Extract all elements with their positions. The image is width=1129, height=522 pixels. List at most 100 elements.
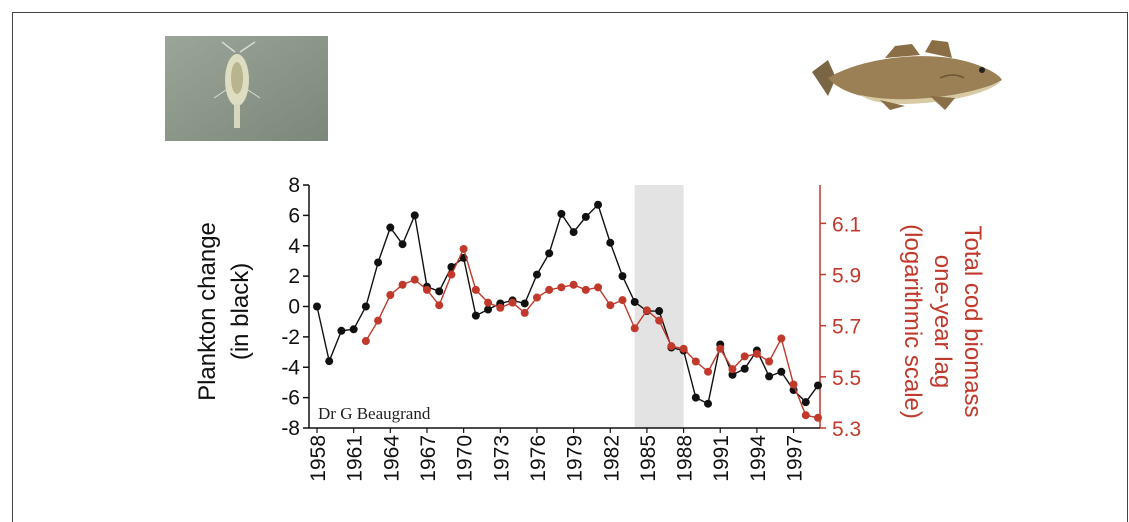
data-point-left — [533, 271, 541, 279]
left-axis-label: Plankton change — [194, 222, 221, 401]
x-tick-label: 1976 — [527, 435, 550, 482]
data-point-right — [753, 350, 761, 358]
right-tick-label: 6.1 — [832, 213, 861, 236]
data-point-left — [374, 258, 382, 266]
data-point-right — [814, 414, 822, 422]
data-point-right — [777, 334, 785, 342]
data-point-left — [411, 211, 419, 219]
data-point-right — [594, 283, 602, 291]
data-point-left — [399, 240, 407, 248]
data-point-right — [374, 317, 382, 325]
x-tick-label: 1964 — [380, 435, 403, 482]
left-tick-label: 0 — [288, 296, 300, 319]
data-point-left — [704, 400, 712, 408]
data-point-right — [790, 381, 798, 389]
data-point-left — [692, 394, 700, 402]
data-point-right — [570, 281, 578, 289]
x-tick-label: 1997 — [784, 435, 807, 482]
data-point-left — [337, 327, 345, 335]
data-point-right — [423, 286, 431, 294]
data-point-left — [362, 303, 370, 311]
data-point-right — [386, 291, 394, 299]
data-point-left — [545, 249, 553, 257]
right-tick-label: 5.5 — [832, 367, 861, 390]
left-tick-label: -4 — [281, 356, 300, 379]
data-point-left — [521, 299, 529, 307]
data-point-left — [814, 381, 822, 389]
data-point-right — [582, 286, 590, 294]
data-point-left — [325, 357, 333, 365]
x-tick-label: 1988 — [674, 435, 697, 482]
data-point-right — [704, 368, 712, 376]
x-tick-label: 1967 — [417, 435, 440, 482]
right-tick-label: 5.9 — [832, 265, 861, 288]
data-point-right — [411, 276, 419, 284]
data-point-left — [741, 365, 749, 373]
data-point-right — [362, 337, 370, 345]
data-point-right — [472, 286, 480, 294]
data-point-left — [386, 224, 394, 232]
left-axis-label: (in black) — [227, 263, 254, 360]
right-tick-label: 5.7 — [832, 316, 861, 339]
data-point-left — [618, 272, 626, 280]
x-tick-label: 1985 — [637, 435, 660, 482]
data-point-right — [606, 301, 614, 309]
left-tick-label: 8 — [288, 174, 300, 197]
data-point-right — [509, 299, 517, 307]
data-point-left — [606, 239, 614, 247]
data-point-left — [594, 201, 602, 209]
x-tick-label: 1958 — [307, 435, 330, 482]
left-tick-label: 6 — [288, 204, 300, 227]
data-point-right — [460, 245, 468, 253]
data-point-left — [570, 228, 578, 236]
x-tick-label: 1979 — [564, 435, 587, 482]
series-line-left — [317, 205, 818, 404]
series-line-right — [366, 249, 818, 418]
right-axis-label: Total cod biomass — [959, 225, 986, 417]
credit-label: Dr G Beaugrand — [318, 404, 431, 423]
data-point-right — [435, 301, 443, 309]
x-tick-label: 1970 — [454, 435, 477, 482]
data-point-right — [399, 281, 407, 289]
data-point-left — [802, 398, 810, 406]
data-point-left — [472, 312, 480, 320]
data-point-left — [765, 372, 773, 380]
x-tick-label: 1961 — [344, 435, 367, 482]
data-point-left — [435, 287, 443, 295]
left-tick-label: -2 — [281, 326, 300, 349]
left-tick-label: -6 — [281, 387, 300, 410]
data-point-right — [521, 309, 529, 317]
data-point-right — [680, 345, 688, 353]
left-tick-label: 4 — [288, 235, 300, 258]
left-tick-label: 2 — [288, 265, 300, 288]
x-tick-label: 1994 — [747, 435, 770, 482]
right-axis-label: one-year lag — [929, 255, 956, 388]
data-point-right — [618, 296, 626, 304]
x-tick-label: 1991 — [710, 435, 733, 482]
plankton-photo — [165, 36, 328, 141]
data-point-right — [765, 357, 773, 365]
data-point-right — [643, 306, 651, 314]
right-tick-label: 5.3 — [832, 418, 861, 441]
x-tick-label: 1982 — [600, 435, 623, 482]
data-point-right — [484, 299, 492, 307]
data-point-right — [557, 283, 565, 291]
data-point-left — [350, 325, 358, 333]
data-point-right — [728, 365, 736, 373]
left-tick-label: -8 — [281, 417, 300, 440]
data-point-right — [667, 342, 675, 350]
data-point-left — [631, 298, 639, 306]
data-point-right — [741, 352, 749, 360]
cod-fish-illustration — [812, 40, 1002, 110]
data-point-right — [545, 286, 553, 294]
data-point-right — [802, 411, 810, 419]
data-point-left — [655, 307, 663, 315]
data-point-right — [533, 294, 541, 302]
data-point-right — [716, 345, 724, 353]
right-axis-label: (logarithmic scale) — [899, 224, 926, 419]
data-point-left — [313, 303, 321, 311]
data-point-right — [692, 357, 700, 365]
data-point-right — [447, 271, 455, 279]
shaded-region — [635, 185, 684, 428]
